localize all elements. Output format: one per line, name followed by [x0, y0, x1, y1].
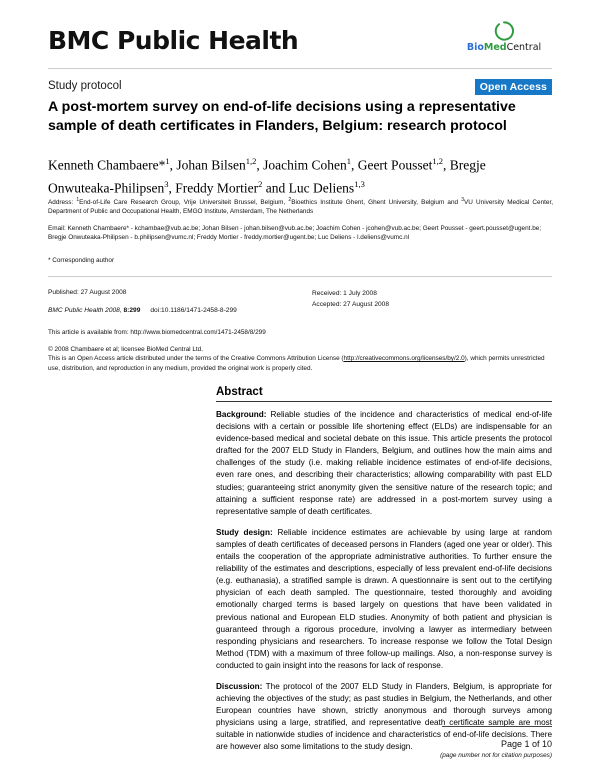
- author-emails: Email: Kenneth Chambaere* - kchambae@vub…: [48, 225, 542, 242]
- abstract-section-text: Reliable studies of the incidence and ch…: [216, 410, 552, 516]
- article-type-label: Study protocol: [48, 80, 122, 92]
- citation-line: BMC Public Health 2008, 8:299 doi:10.1186…: [48, 306, 237, 315]
- citation-volume-issue: 8:299: [123, 307, 141, 314]
- publication-info-left: Published: 27 August 2008 BMC Public Hea…: [48, 288, 237, 315]
- license-link[interactable]: http://creativecommons.org/licenses/by/2…: [343, 355, 465, 363]
- biomed-central-wordmark: BioMedCentral: [456, 43, 552, 53]
- copyright-line: © 2008 Chambaere et al; licensee BioMed …: [48, 346, 203, 353]
- citation-year: 2008,: [103, 307, 124, 314]
- doi-text: doi:10.1186/1471-2458-8-299: [150, 307, 237, 314]
- biomed-central-logo[interactable]: BioMedCentral: [456, 20, 552, 66]
- affiliation-address: Address: 1End-of-Life Care Research Grou…: [48, 197, 554, 216]
- header-divider: [48, 276, 552, 277]
- abstract-section-label: Study design:: [216, 527, 273, 537]
- footer-divider: [442, 726, 552, 727]
- author-list: Kenneth Chambaere*1, Johan Bilsen1,2, Jo…: [48, 156, 486, 195]
- logo-bio-text: Bio: [466, 42, 484, 53]
- abstract-divider: [216, 401, 552, 402]
- published-date: Published: 27 August 2008: [48, 289, 127, 296]
- abstract-section-text: The protocol of the 2007 ELD Study in Fl…: [216, 681, 552, 752]
- copyright-block: © 2008 Chambaere et al; licensee BioMed …: [48, 345, 553, 373]
- abstract-section-label: Discussion:: [216, 681, 263, 691]
- masthead-divider: [48, 68, 552, 69]
- masthead: BMC Public Health BioMedCentral: [48, 20, 552, 68]
- page-number: Page 1 of 10: [500, 739, 552, 749]
- page-title: A post-mortem survey on end-of-life deci…: [48, 99, 516, 134]
- logo-med-text: Med: [483, 42, 507, 53]
- accepted-date: Accepted: 27 August 2008: [312, 301, 389, 308]
- abstract-section: Abstract Background: Reliable studies of…: [216, 386, 552, 763]
- abstract-paragraph: Discussion: The protocol of the 2007 ELD…: [216, 681, 552, 754]
- article-url-line[interactable]: This article is available from: http://w…: [48, 329, 266, 336]
- abstract-body: Background: Reliable studies of the inci…: [216, 409, 552, 754]
- license-line: This is an Open Access article distribut…: [48, 354, 553, 373]
- received-date: Received: 1 July 2008: [312, 290, 377, 297]
- license-text-post: ), which permits unrestricted use, distr…: [48, 355, 545, 372]
- citation-journal: BMC Public Health: [48, 307, 104, 314]
- abstract-section-text: Reliable incidence estimates are achieva…: [216, 527, 552, 670]
- circular-arc-icon: [494, 21, 514, 41]
- page-number-note: (page number not for citation purposes): [440, 752, 552, 759]
- open-access-badge: Open Access: [474, 79, 552, 95]
- abstract-section-label: Background:: [216, 410, 267, 419]
- logo-central-text: Central: [506, 42, 542, 53]
- abstract-paragraph: Background: Reliable studies of the inci…: [216, 409, 552, 518]
- publication-info-right: Received: 1 July 2008 Accepted: 27 Augus…: [312, 288, 389, 310]
- license-text-pre: This is an Open Access article distribut…: [48, 355, 344, 363]
- corresponding-author-note: * Corresponding author: [48, 257, 115, 264]
- abstract-heading: Abstract: [216, 386, 263, 398]
- journal-title: BMC Public Health: [48, 26, 299, 55]
- abstract-paragraph: Study design: Reliable incidence estimat…: [216, 527, 552, 672]
